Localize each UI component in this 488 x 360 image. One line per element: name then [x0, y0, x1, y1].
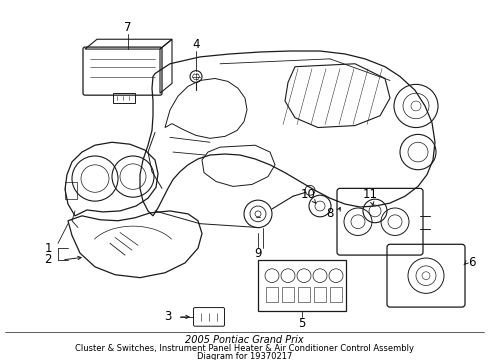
Bar — [65, 181, 77, 199]
Bar — [329, 287, 341, 302]
Text: Cluster & Switches, Instrument Panel Heater & Air Conditioner Control Assembly: Cluster & Switches, Instrument Panel Hea… — [75, 344, 413, 353]
Text: 11: 11 — [362, 188, 377, 201]
Bar — [297, 287, 309, 302]
Text: 10: 10 — [300, 188, 315, 201]
Bar — [258, 260, 346, 311]
Text: 1: 1 — [44, 242, 52, 255]
Text: 8: 8 — [325, 207, 333, 220]
Text: 9: 9 — [254, 247, 261, 260]
Bar — [113, 93, 135, 103]
Text: 2005 Pontiac Grand Prix: 2005 Pontiac Grand Prix — [185, 336, 303, 346]
Text: 2: 2 — [44, 253, 52, 266]
Bar — [282, 287, 293, 302]
Bar — [265, 287, 278, 302]
Text: 5: 5 — [298, 317, 305, 330]
Text: 4: 4 — [192, 38, 199, 51]
Text: 7: 7 — [124, 21, 131, 34]
Text: Diagram for 19370217: Diagram for 19370217 — [196, 352, 292, 360]
Bar — [313, 287, 325, 302]
Text: 3: 3 — [164, 310, 171, 323]
Text: 6: 6 — [468, 256, 475, 269]
